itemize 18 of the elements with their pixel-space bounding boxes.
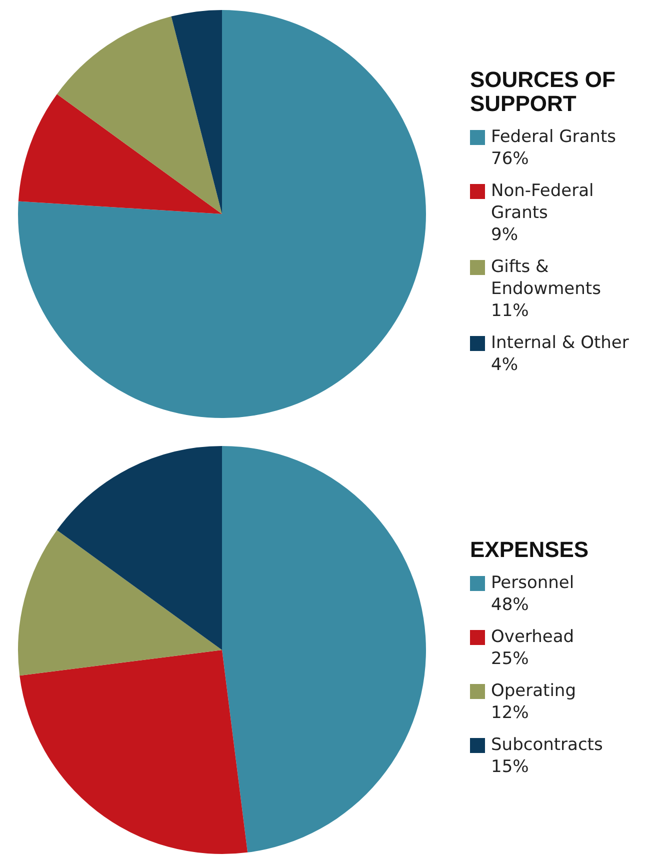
data-label: 4% xyxy=(491,354,519,376)
legend-label: Personnel xyxy=(491,572,576,594)
legend-label: Gifts & Endowments xyxy=(491,256,602,300)
data-label: 15% xyxy=(491,756,530,778)
legend-label: Non-Federal Grants xyxy=(491,180,595,224)
legend-label: Operating xyxy=(491,680,577,702)
data-label: 11% xyxy=(491,300,530,322)
legend-label: Overhead xyxy=(491,626,576,648)
text: SOURCES OF SUPPORT xyxy=(470,67,616,116)
legend-label: Internal & Other xyxy=(491,332,630,354)
data-label: 12% xyxy=(491,702,530,724)
data-label: 76% xyxy=(491,148,530,170)
legend-label: Subcontracts xyxy=(491,734,604,756)
legend-label: Federal Grants xyxy=(491,126,617,148)
data-label: 48% xyxy=(491,594,530,616)
data-label: 9% xyxy=(491,224,519,246)
text: EXPENSES xyxy=(470,537,590,562)
data-label: 25% xyxy=(491,648,530,670)
